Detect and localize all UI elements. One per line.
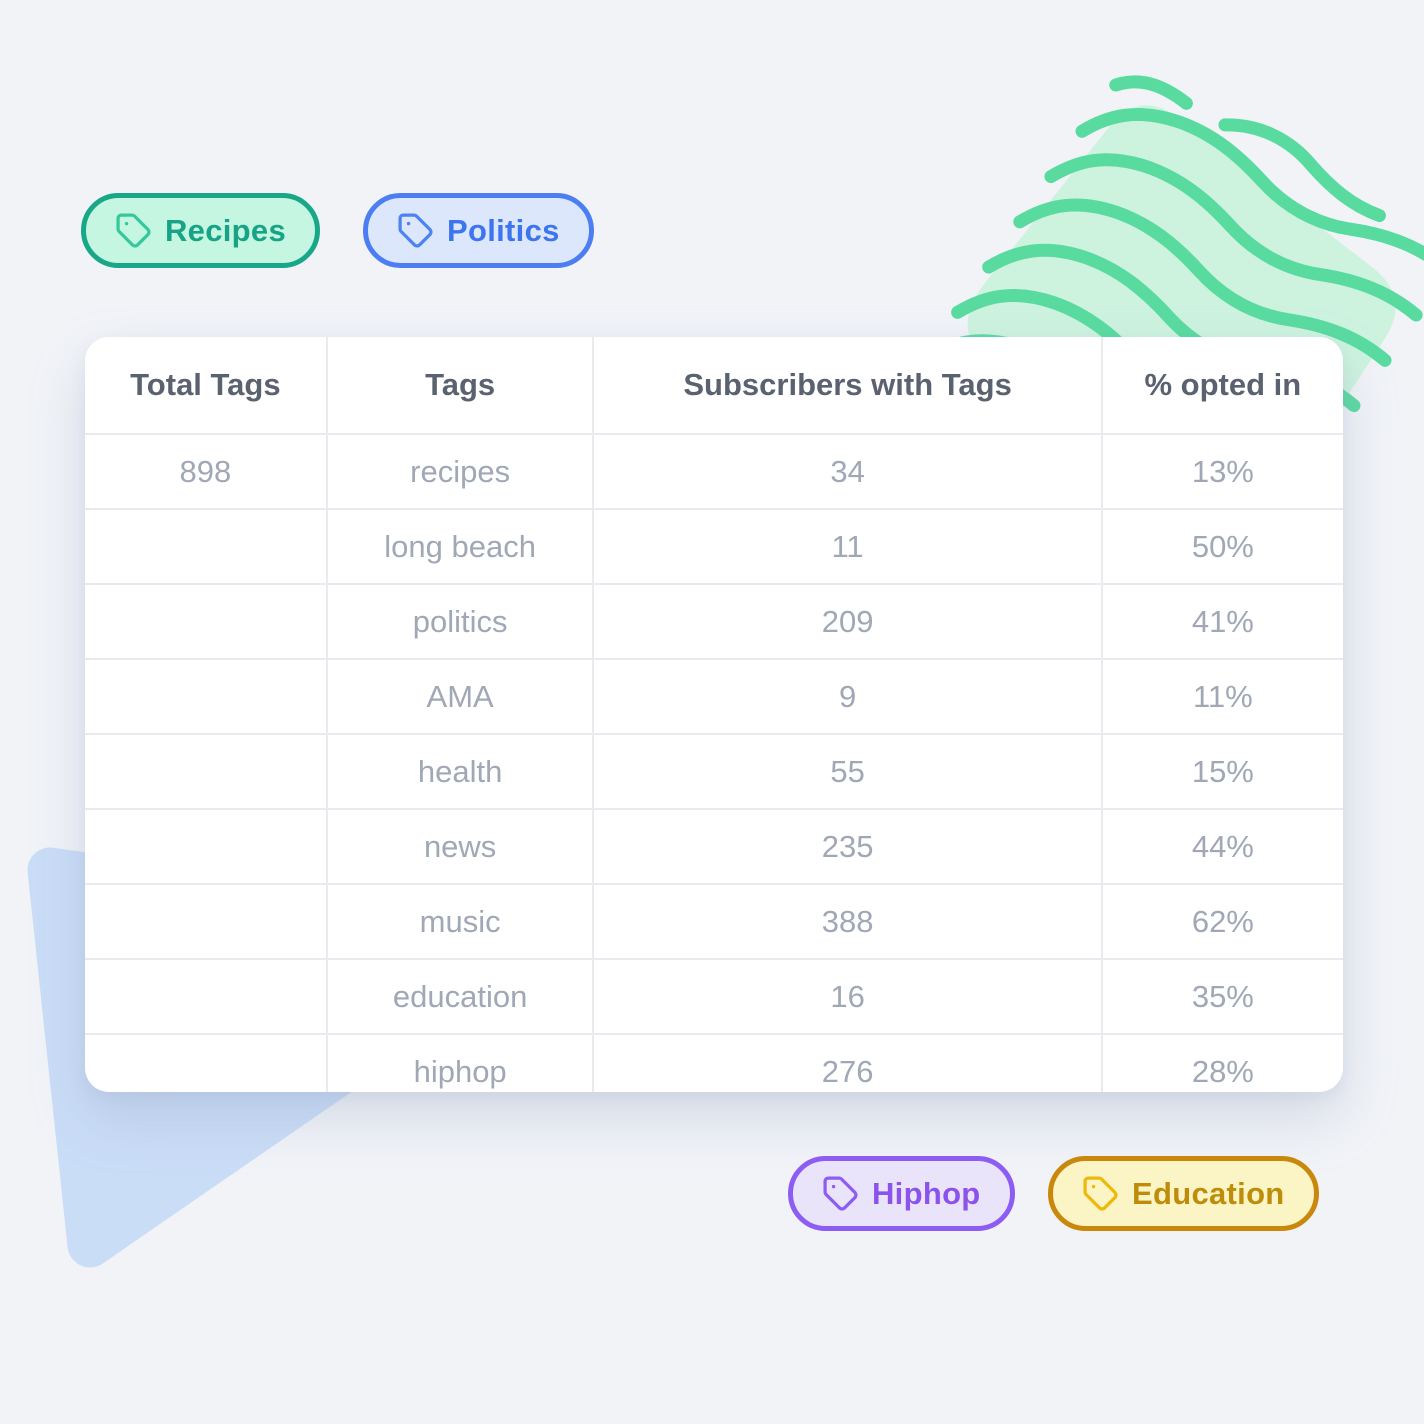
table-row: health 55 15% [85, 735, 1343, 810]
cell-total-tags [85, 735, 328, 810]
tag-icon [398, 213, 433, 248]
cell-tag: news [327, 810, 595, 885]
cell-opted-in: 62% [1102, 885, 1343, 960]
cell-tag: health [327, 735, 595, 810]
table-row: news 235 44% [85, 810, 1343, 885]
cell-subscribers-with-tags: 9 [594, 660, 1103, 735]
column-header-opted-in: % opted in [1102, 337, 1343, 435]
table-row: long beach 11 50% [85, 510, 1343, 585]
tag-pill-recipes[interactable]: Recipes [81, 193, 320, 268]
cell-total-tags [85, 585, 328, 660]
cell-tag: music [327, 885, 595, 960]
cell-tag: long beach [327, 510, 595, 585]
column-header-total-tags: Total Tags [85, 337, 328, 435]
tag-pill-label: Education [1132, 1175, 1285, 1211]
table-row: music 388 62% [85, 885, 1343, 960]
cell-opted-in: 44% [1102, 810, 1343, 885]
cell-tag: politics [327, 585, 595, 660]
tag-pill-hiphop[interactable]: Hiphop [788, 1156, 1015, 1231]
cell-tag: recipes [327, 435, 595, 510]
tags-table-card: Total Tags Tags Subscribers with Tags % … [85, 337, 1343, 1092]
cell-total-tags [85, 510, 328, 585]
tags-table: Total Tags Tags Subscribers with Tags % … [85, 337, 1343, 1092]
cell-subscribers-with-tags: 55 [594, 735, 1103, 810]
table-row: AMA 9 11% [85, 660, 1343, 735]
cell-total-tags [85, 885, 328, 960]
tag-pill-politics[interactable]: Politics [363, 193, 594, 268]
cell-subscribers-with-tags: 209 [594, 585, 1103, 660]
cell-opted-in: 13% [1102, 435, 1343, 510]
cell-opted-in: 35% [1102, 960, 1343, 1035]
cell-subscribers-with-tags: 16 [594, 960, 1103, 1035]
cell-tag: education [327, 960, 595, 1035]
cell-subscribers-with-tags: 388 [594, 885, 1103, 960]
table-header-row: Total Tags Tags Subscribers with Tags % … [85, 337, 1343, 435]
tag-icon [1083, 1176, 1118, 1211]
cell-subscribers-with-tags: 34 [594, 435, 1103, 510]
cell-tag: hiphop [328, 1035, 595, 1092]
tag-pill-label: Hiphop [872, 1175, 981, 1211]
cell-total-tags [85, 960, 328, 1035]
cell-total-tags [85, 660, 328, 735]
column-header-tags: Tags [327, 337, 595, 435]
table-body: 898 recipes 34 13% long beach 11 50% politics 20… [85, 435, 1343, 1092]
table-header: Total Tags Tags Subscribers with Tags % … [85, 337, 1343, 435]
cell-total-tags [85, 1035, 328, 1092]
tag-pill-education[interactable]: Education [1048, 1156, 1319, 1231]
cell-subscribers-with-tags: 235 [594, 810, 1103, 885]
cell-total-tags: 898 [85, 435, 328, 510]
cell-subscribers-with-tags: 11 [594, 510, 1103, 585]
cell-total-tags [85, 810, 328, 885]
cell-subscribers-with-tags: 276 [594, 1035, 1103, 1092]
cell-tag: AMA [327, 660, 595, 735]
cell-opted-in: 50% [1102, 510, 1343, 585]
tag-pill-label: Recipes [165, 212, 286, 248]
tag-pill-label: Politics [447, 212, 560, 248]
column-header-subscribers-with-tags: Subscribers with Tags [594, 337, 1103, 435]
tag-icon [116, 213, 151, 248]
cell-opted-in: 41% [1102, 585, 1343, 660]
table-row: education 16 35% [85, 960, 1343, 1035]
table-row: 898 recipes 34 13% [85, 435, 1343, 510]
cell-opted-in: 28% [1191, 1053, 1254, 1089]
cell-opted-in: 11% [1102, 660, 1343, 735]
table-row: politics 209 41% [85, 585, 1343, 660]
tag-icon [823, 1176, 858, 1211]
table-row: hiphop 276 28% [85, 1035, 1343, 1092]
cell-opted-in: 15% [1102, 735, 1343, 810]
